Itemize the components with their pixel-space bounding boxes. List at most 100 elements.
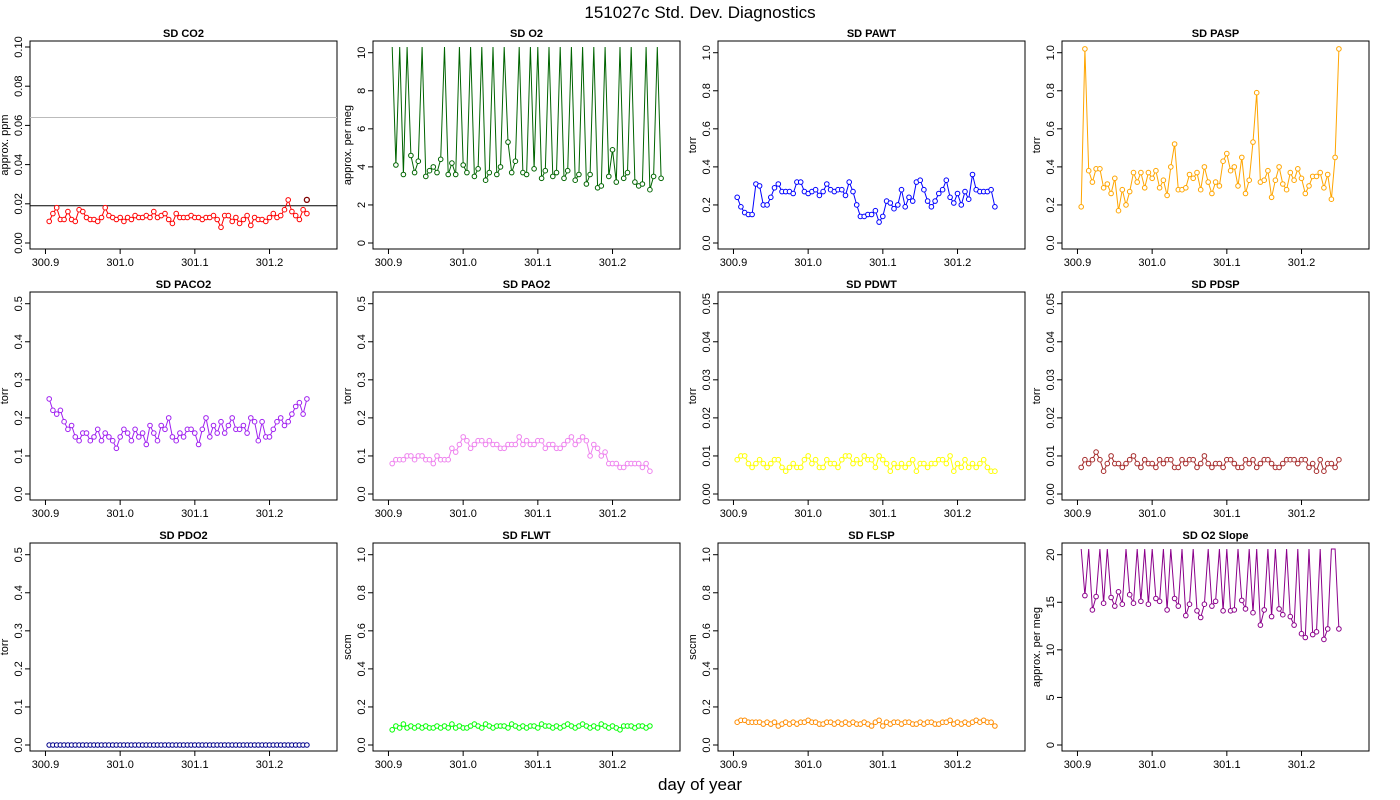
data-point xyxy=(913,468,920,475)
chart-panel: SD PAO2 torr 300.9 301.0 301.1 301.2 0.0 0.1 0.2… xyxy=(342,279,681,520)
x-tick-label: 301.0 xyxy=(449,257,477,269)
data-point xyxy=(947,717,953,724)
x-tick-label: 301.1 xyxy=(869,257,897,269)
data-point xyxy=(1082,592,1088,599)
data-point xyxy=(400,721,407,727)
data-point xyxy=(281,206,288,213)
data-point xyxy=(117,214,123,221)
data-point xyxy=(147,214,153,221)
data-point xyxy=(839,456,845,463)
x-tick-label: 301.1 xyxy=(1213,257,1241,269)
data-point xyxy=(1119,464,1126,471)
data-point xyxy=(460,434,467,440)
data-point xyxy=(1231,164,1238,170)
data-point xyxy=(1231,460,1238,467)
data-point xyxy=(1205,179,1211,185)
data-point xyxy=(1097,456,1103,463)
x-tick-label: 301.1 xyxy=(524,759,552,771)
data-point xyxy=(1141,185,1148,191)
data-point xyxy=(876,717,882,724)
data-point xyxy=(909,198,916,204)
figure-title: 151027c Std. Dev. Diagnostics xyxy=(584,3,816,22)
data-point xyxy=(1149,460,1155,467)
data-point xyxy=(939,456,946,463)
data-point xyxy=(1283,186,1290,193)
data-point xyxy=(531,441,537,448)
data-point xyxy=(738,204,744,210)
data-point xyxy=(542,445,549,452)
data-point xyxy=(550,441,556,448)
data-point xyxy=(850,188,856,195)
x-tick-label: 300.9 xyxy=(32,508,60,520)
series-line xyxy=(391,435,651,472)
data-point xyxy=(214,216,220,223)
data-point xyxy=(1093,449,1099,455)
data-point xyxy=(951,468,957,475)
data-point xyxy=(423,173,429,180)
data-point xyxy=(1276,606,1282,612)
y-tick-label: 5 xyxy=(1045,694,1057,700)
data-point xyxy=(452,171,459,178)
data-point xyxy=(538,175,545,182)
data-point xyxy=(1265,167,1271,174)
y-tick-label: 0.01 xyxy=(701,445,713,466)
highlight-point xyxy=(303,196,311,204)
data-point xyxy=(973,464,980,471)
data-point xyxy=(598,453,605,459)
data-point xyxy=(876,453,882,459)
data-point xyxy=(969,460,976,467)
data-point xyxy=(921,186,927,193)
x-tick-label: 300.9 xyxy=(375,257,403,269)
plot-frame xyxy=(717,542,1026,752)
data-point xyxy=(1186,171,1193,178)
data-point xyxy=(479,725,485,731)
y-tick-label: 0.2 xyxy=(701,699,713,714)
plot-frame xyxy=(717,291,1026,501)
data-point xyxy=(568,434,575,440)
data-point xyxy=(1209,464,1215,471)
data-point xyxy=(65,426,71,433)
data-point xyxy=(749,211,755,218)
data-point xyxy=(177,430,183,436)
y-tick-label: 0.06 xyxy=(13,115,25,136)
data-point xyxy=(415,158,422,164)
x-tick-label: 301.0 xyxy=(794,508,822,520)
data-point xyxy=(962,188,968,195)
data-point xyxy=(1257,622,1264,628)
y-tick-label: 0.00 xyxy=(1045,483,1057,504)
y-tick-label: 2 xyxy=(356,202,368,208)
data-point xyxy=(158,422,164,429)
y-tick-label: 0.8 xyxy=(701,83,713,98)
data-point xyxy=(812,186,819,193)
y-tick-label: 0.2 xyxy=(1045,197,1057,212)
data-point xyxy=(579,434,586,440)
data-point xyxy=(1313,173,1320,180)
data-point xyxy=(482,441,489,448)
x-tick-label: 301.1 xyxy=(869,759,897,771)
data-point xyxy=(842,192,849,199)
data-point xyxy=(1078,204,1084,210)
data-point xyxy=(1332,464,1338,471)
data-point xyxy=(531,166,537,172)
x-tick-label: 301.1 xyxy=(1213,759,1241,771)
y-tick-label: 20 xyxy=(1045,549,1057,561)
data-point xyxy=(1287,169,1294,176)
data-point xyxy=(872,464,879,471)
data-point xyxy=(523,171,530,178)
data-point xyxy=(643,460,649,467)
plot-frame xyxy=(717,40,1026,250)
y-tick-label: 0.0 xyxy=(13,486,25,501)
x-tick-label: 301.0 xyxy=(106,257,134,269)
y-tick-label: 15 xyxy=(1045,596,1057,608)
data-point xyxy=(486,169,493,176)
data-point xyxy=(1130,600,1137,607)
data-point xyxy=(635,460,642,467)
data-point xyxy=(516,434,523,440)
data-point xyxy=(445,171,452,178)
chart-panel: SD FLSP sccm 300.9 301.0 301.1 301.2 0.0 0.2 0.4… xyxy=(687,530,1026,771)
x-tick-label: 300.9 xyxy=(1064,508,1092,520)
x-tick-label: 301.2 xyxy=(1288,257,1316,269)
y-tick-label: 0.4 xyxy=(1045,159,1057,174)
data-point xyxy=(951,200,957,206)
